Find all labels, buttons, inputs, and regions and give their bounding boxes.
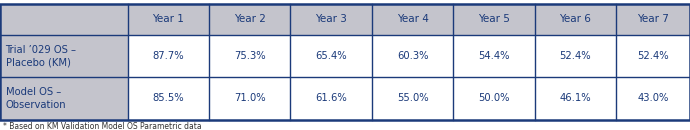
Bar bbox=[372, 4, 453, 35]
Bar bbox=[535, 35, 616, 77]
Text: Year 6: Year 6 bbox=[560, 14, 591, 24]
Bar bbox=[0, 35, 128, 77]
Text: 52.4%: 52.4% bbox=[638, 51, 669, 61]
Text: Year 1: Year 1 bbox=[152, 14, 184, 24]
Bar bbox=[290, 77, 372, 120]
Text: Year 2: Year 2 bbox=[234, 14, 266, 24]
Bar bbox=[535, 4, 616, 35]
Bar bbox=[372, 35, 453, 77]
Bar bbox=[535, 77, 616, 120]
Bar bbox=[0, 77, 128, 120]
Bar bbox=[128, 35, 209, 77]
Bar bbox=[616, 35, 690, 77]
Text: 61.6%: 61.6% bbox=[315, 93, 347, 103]
Text: 60.3%: 60.3% bbox=[397, 51, 428, 61]
Text: 55.0%: 55.0% bbox=[397, 93, 428, 103]
Bar bbox=[209, 77, 290, 120]
Text: 87.7%: 87.7% bbox=[152, 51, 184, 61]
Bar bbox=[0, 4, 690, 120]
Bar bbox=[209, 4, 290, 35]
Text: Trial ’029 OS –
Placebo (KM): Trial ’029 OS – Placebo (KM) bbox=[6, 45, 77, 67]
Text: 54.4%: 54.4% bbox=[478, 51, 510, 61]
Bar bbox=[290, 4, 372, 35]
Bar bbox=[453, 35, 535, 77]
Bar bbox=[290, 35, 372, 77]
Text: 85.5%: 85.5% bbox=[152, 93, 184, 103]
Text: Model OS –
Observation: Model OS – Observation bbox=[6, 87, 66, 110]
Bar bbox=[128, 77, 209, 120]
Bar bbox=[453, 4, 535, 35]
Text: * Based on KM Validation Model OS Parametric data: * Based on KM Validation Model OS Parame… bbox=[3, 122, 202, 130]
Text: Year 7: Year 7 bbox=[637, 14, 669, 24]
Text: 75.3%: 75.3% bbox=[234, 51, 266, 61]
Bar bbox=[453, 77, 535, 120]
Text: Year 5: Year 5 bbox=[478, 14, 510, 24]
Bar bbox=[372, 77, 453, 120]
Text: 43.0%: 43.0% bbox=[638, 93, 669, 103]
Bar bbox=[128, 4, 209, 35]
Bar bbox=[0, 4, 128, 35]
Bar bbox=[616, 4, 690, 35]
Text: Year 4: Year 4 bbox=[397, 14, 428, 24]
Text: 46.1%: 46.1% bbox=[560, 93, 591, 103]
Bar bbox=[616, 77, 690, 120]
Text: 71.0%: 71.0% bbox=[234, 93, 266, 103]
Bar bbox=[209, 35, 290, 77]
Text: 52.4%: 52.4% bbox=[560, 51, 591, 61]
Text: 50.0%: 50.0% bbox=[478, 93, 510, 103]
Text: 65.4%: 65.4% bbox=[315, 51, 347, 61]
Text: Year 3: Year 3 bbox=[315, 14, 347, 24]
